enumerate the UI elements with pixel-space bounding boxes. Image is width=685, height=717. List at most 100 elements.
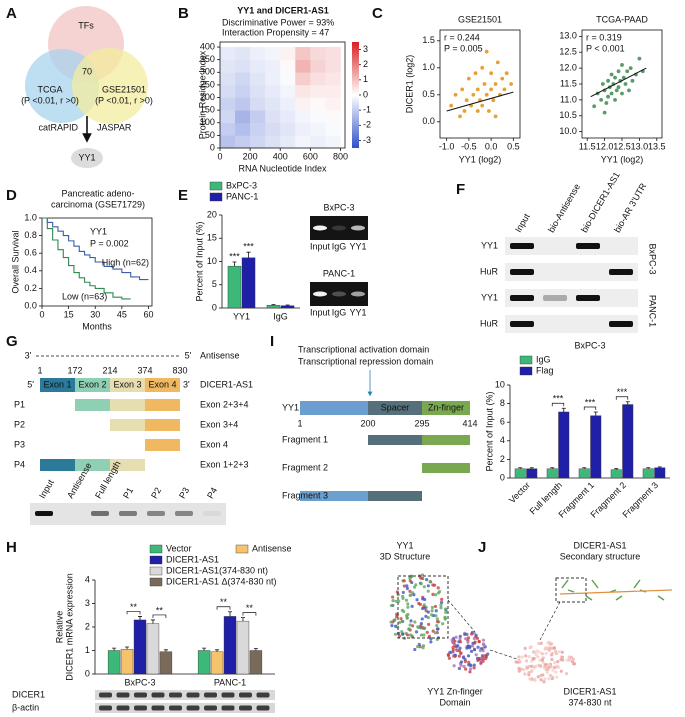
gel-band <box>313 291 327 297</box>
zoom-box <box>555 577 587 603</box>
structure-title: 3D Structure <box>380 551 431 561</box>
zoom-line <box>447 599 476 633</box>
rna-stem <box>591 579 599 589</box>
structure-caption: YY1 Zn-finger <box>427 686 483 696</box>
structure-atom <box>541 673 545 677</box>
significance-label: *** <box>553 394 564 404</box>
colorbar-tick-label: -1 <box>363 105 371 115</box>
structure-atom <box>454 648 459 652</box>
legend-label: DICER1-AS1 Δ(374-830 nt) <box>166 576 277 586</box>
structure-atom <box>525 659 529 663</box>
heatmap-cell <box>265 47 281 60</box>
structure-atom <box>472 648 477 652</box>
x-tick-label: 12.5 <box>613 141 631 151</box>
structure-atom <box>565 658 569 662</box>
domain-annotation: Transcriptional activation domain <box>298 344 429 354</box>
structure-atom <box>527 671 531 675</box>
structure-atom <box>554 649 558 654</box>
series-label: High (n=62) <box>102 257 149 267</box>
heatmap-cell <box>295 47 311 60</box>
scatter-point <box>466 76 471 81</box>
y-tick-label: 10.0 <box>559 126 577 136</box>
x-tick-label: IgG <box>273 311 288 321</box>
structure-atom <box>398 620 402 624</box>
heatmap-cell <box>250 135 266 149</box>
row-label: YY1 <box>481 292 498 302</box>
structure-atom <box>408 589 412 594</box>
x-tick-label: 45 <box>117 309 127 319</box>
error-bar <box>518 467 523 469</box>
series-label: Low (n=63) <box>62 291 107 301</box>
x-tick-label: 0 <box>39 309 44 319</box>
bar <box>159 651 173 675</box>
position-label: 374 <box>137 365 152 375</box>
structure-atom <box>523 646 527 650</box>
scatter-point <box>458 114 462 119</box>
heatmap-cell <box>325 122 341 136</box>
position-label: 295 <box>414 418 429 428</box>
structure-atom <box>393 618 397 622</box>
structure-atom <box>553 661 557 665</box>
structure-atom <box>555 675 559 679</box>
scatter-point <box>489 87 494 92</box>
significance-label: *** <box>617 387 628 397</box>
chart-subtitle: Interaction Propensity = 47 <box>222 27 329 37</box>
structure-atom <box>423 606 427 610</box>
structure-atom <box>412 585 417 589</box>
structure-atom <box>534 664 538 668</box>
annotation: r = 0.319 <box>586 32 622 42</box>
structure-atom <box>533 677 537 681</box>
structure-atom <box>470 644 475 648</box>
structure-atom <box>458 640 463 644</box>
error-bar <box>253 648 258 651</box>
error-bar <box>550 467 555 469</box>
fragment-segment <box>422 435 470 445</box>
y-tick-label: 250 <box>200 79 215 89</box>
y-tick-label: 10 <box>207 256 217 266</box>
legend-label: IgG <box>536 354 551 364</box>
structure-atom <box>483 653 488 658</box>
column-label: bio-AR 3'UTR <box>612 181 649 234</box>
position-label: 414 <box>462 418 477 428</box>
colorbar-tick-label: 3 <box>363 44 368 54</box>
structure-atom <box>476 645 480 649</box>
heatmap-cell <box>220 110 236 124</box>
blot-band <box>256 705 270 711</box>
structure-atom <box>453 639 457 643</box>
chart-title: TCGA-PAAD <box>596 14 648 24</box>
structure-atom <box>453 654 457 658</box>
zoom-line <box>489 649 521 661</box>
heatmap-cell <box>265 122 281 136</box>
structure-atom <box>391 595 395 599</box>
error-bar <box>246 251 251 258</box>
heatmap-cell <box>250 122 266 136</box>
x-tick-label: YY1 <box>233 311 250 321</box>
bar <box>610 469 622 479</box>
heatmap-cell <box>250 97 266 111</box>
structure-atom <box>430 605 434 610</box>
gel-band <box>351 225 365 231</box>
structure-atom <box>550 657 554 662</box>
structure-atom <box>431 592 435 596</box>
fragment-segment <box>75 399 110 411</box>
scatter-point <box>625 69 630 74</box>
structure-atom <box>524 654 528 658</box>
significance-bracket <box>583 406 597 410</box>
heatmap-cell <box>235 97 251 111</box>
domain-annotation: Transcriptional repression domain <box>298 356 433 366</box>
legend-label: Flag <box>536 365 554 375</box>
blot-strip <box>95 703 275 713</box>
bar <box>197 650 211 675</box>
structure-atom <box>560 650 564 654</box>
structure-atom <box>571 662 576 666</box>
blot-band <box>151 705 165 711</box>
structure-atom <box>413 620 417 624</box>
heatmap-cell <box>280 110 296 124</box>
significance-label: ** <box>156 605 164 615</box>
annotation: P = 0.005 <box>444 43 483 53</box>
heatmap-cell <box>280 122 296 136</box>
structure-atom <box>469 663 473 668</box>
heatmap-cell <box>265 135 281 149</box>
structure-atom <box>408 579 412 583</box>
